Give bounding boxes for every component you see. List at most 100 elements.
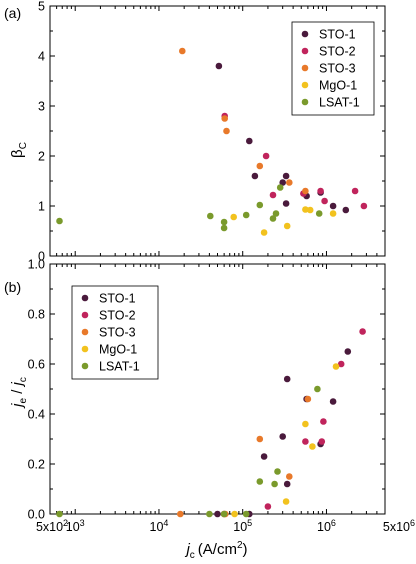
panel-b-legend: STO-1 STO-2 STO-3 MgO-1 LSAT-1 xyxy=(71,285,159,380)
data-point-mgo-1 xyxy=(260,229,268,236)
legend-marker xyxy=(301,64,309,72)
data-point-sto-2 xyxy=(320,418,327,425)
data-point-mgo-1 xyxy=(283,222,291,230)
legend-label: STO-2 xyxy=(99,309,136,323)
data-point-lsat-1 xyxy=(56,510,63,518)
data-point-lsat-1 xyxy=(314,385,321,393)
x-tick-label: 105 xyxy=(233,518,252,534)
data-point-lsat-1 xyxy=(256,478,264,485)
data-point-sto-3 xyxy=(302,187,309,195)
panel-a-legend: STO-1 STO-2 STO-3 MgO-1 LSAT-1 xyxy=(291,21,375,116)
data-point-lsat-1 xyxy=(269,215,277,222)
panel-b-points xyxy=(56,328,366,518)
y-tick-label: 0.4 xyxy=(28,408,45,422)
data-point-mgo-1 xyxy=(230,213,237,221)
legend-label: MgO-1 xyxy=(319,79,357,93)
data-point-lsat-1 xyxy=(220,218,228,226)
data-point-sto-3 xyxy=(179,47,186,55)
data-point-mgo-1 xyxy=(302,206,309,213)
legend-label: STO-2 xyxy=(319,45,356,59)
data-point-mgo-1 xyxy=(302,420,309,428)
legend-marker xyxy=(81,328,89,336)
data-point-lsat-1 xyxy=(242,510,250,518)
legend-marker xyxy=(81,362,89,370)
data-point-lsat-1 xyxy=(315,210,323,217)
data-point-sto-1 xyxy=(329,398,337,405)
data-point-lsat-1 xyxy=(256,201,264,209)
data-point-sto-3 xyxy=(256,162,264,170)
data-point-sto-1 xyxy=(214,510,221,518)
data-point-sto-1 xyxy=(283,375,291,383)
data-point-sto-2 xyxy=(264,503,272,510)
legend-marker xyxy=(301,81,309,89)
data-point-sto-1 xyxy=(342,206,350,214)
legend-label: STO-3 xyxy=(99,326,136,340)
panel-b-y-axis-label: je / jc xyxy=(9,377,29,409)
data-point-sto-2 xyxy=(269,191,277,199)
panel-a-frame xyxy=(49,5,386,257)
x-tick-label: 5x106 xyxy=(383,518,415,534)
y-tick-label: 2 xyxy=(38,150,45,164)
data-point-sto-2 xyxy=(337,360,345,368)
data-point-mgo-1 xyxy=(282,498,290,505)
data-point-sto-1 xyxy=(246,137,253,145)
x-tick-label: 104 xyxy=(150,518,169,534)
panel-b: (b) 0.00.20.40.60.81.0 je / jc STO-1STO-… xyxy=(4,258,386,522)
data-point-sto-2 xyxy=(351,187,359,195)
x-tick-label: 103 xyxy=(66,518,85,534)
x-tick-label: 106 xyxy=(317,518,336,534)
data-point-sto-3 xyxy=(221,115,228,122)
data-point-sto-3 xyxy=(286,473,293,480)
x-axis-label: jc (A/cm2) xyxy=(184,540,247,561)
y-tick-label: 0.6 xyxy=(28,358,45,372)
data-point-sto-2 xyxy=(318,438,326,445)
panel-a-label: (a) xyxy=(4,5,21,21)
data-point-sto-2 xyxy=(302,438,309,445)
legend-marker xyxy=(301,47,309,55)
legend-label: MgO-1 xyxy=(99,343,137,357)
data-point-mgo-1 xyxy=(309,443,316,450)
data-point-mgo-1 xyxy=(332,363,340,370)
data-point-lsat-1 xyxy=(272,210,280,217)
data-point-sto-2 xyxy=(321,197,328,205)
data-point-sto-3 xyxy=(177,510,184,518)
panel-b-label: (b) xyxy=(4,279,21,295)
data-point-sto-1 xyxy=(251,172,259,180)
panel-a-points xyxy=(56,47,368,236)
y-tick-label: 0.2 xyxy=(28,458,45,472)
legend-marker xyxy=(81,345,89,353)
data-point-sto-3 xyxy=(223,127,230,135)
data-point-sto-1 xyxy=(283,480,291,488)
legend-marker xyxy=(81,311,89,319)
data-point-sto-1 xyxy=(344,348,352,355)
data-point-lsat-1 xyxy=(56,217,63,225)
legend-label: LSAT-1 xyxy=(99,360,140,374)
data-point-sto-1 xyxy=(215,62,223,70)
data-point-sto-1 xyxy=(282,172,290,180)
data-point-mgo-1 xyxy=(329,210,337,217)
data-point-sto-1 xyxy=(282,200,290,207)
data-point-sto-3 xyxy=(304,395,312,403)
panel-a-y-axis-label: βC xyxy=(9,142,29,158)
data-point-sto-2 xyxy=(262,152,270,160)
y-tick-label: 4 xyxy=(38,50,45,64)
y-tick-label: 1 xyxy=(38,200,45,214)
y-tick-label: 0 xyxy=(38,250,45,264)
y-tick-label: 0.8 xyxy=(28,308,45,322)
x-tick-label: 5x102 xyxy=(36,518,68,534)
data-point-mgo-1 xyxy=(231,510,238,518)
data-point-sto-2 xyxy=(317,187,324,195)
data-point-sto-3 xyxy=(286,179,293,186)
panel-b-y-ticks: 0.0 0.2 0.4 0.6 0.8 1.0 xyxy=(28,258,385,522)
data-point-lsat-1 xyxy=(220,224,228,232)
data-point-lsat-1 xyxy=(271,480,278,488)
legend-marker xyxy=(301,30,309,38)
data-point-sto-2 xyxy=(360,202,368,210)
panel-a: (a) 0 1 2 3 4 5 βC STO-1 STO-2 STO-3 MgO-1 LSAT-1 xyxy=(4,0,386,264)
data-point-sto-2 xyxy=(359,328,366,335)
data-point-lsat-1 xyxy=(207,212,214,220)
y-tick-label: 5 xyxy=(38,0,45,14)
data-point-mgo-1 xyxy=(306,206,314,214)
